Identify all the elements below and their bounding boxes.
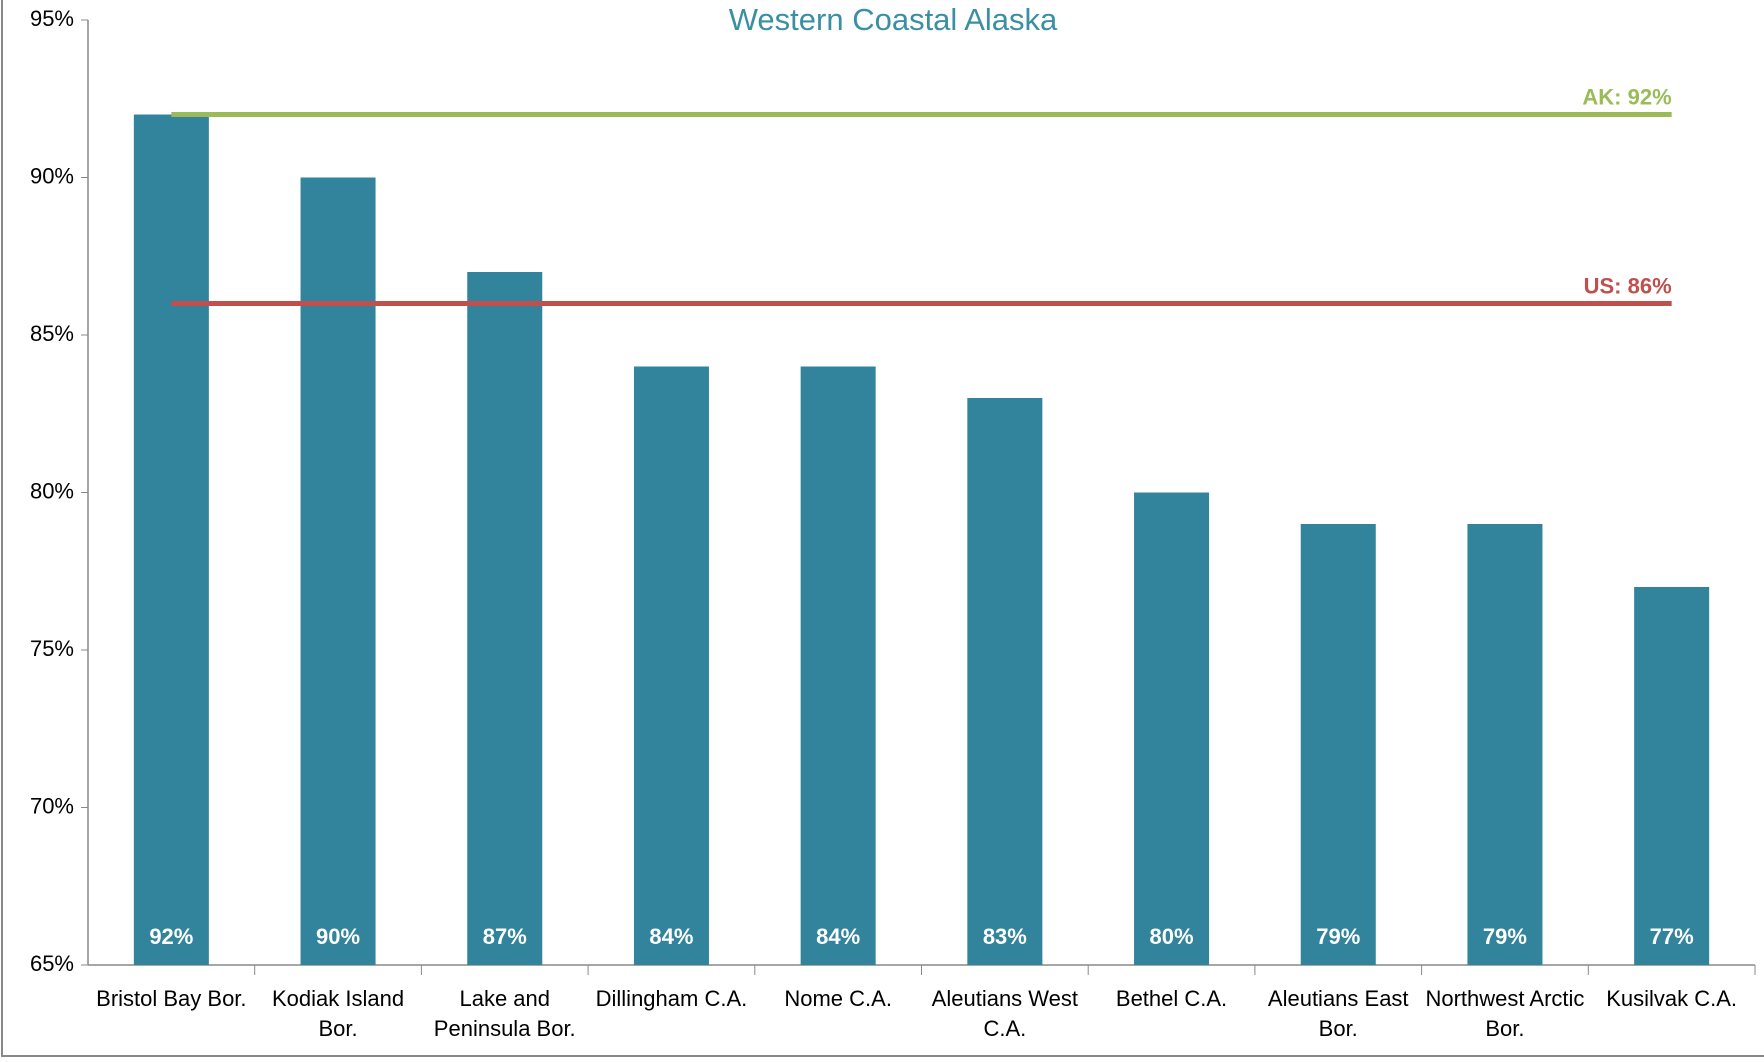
x-tick-label: Aleutians East Bor. bbox=[1267, 986, 1409, 1041]
bar bbox=[1134, 492, 1210, 965]
data-label: 90% bbox=[316, 924, 360, 949]
data-label: 84% bbox=[816, 924, 860, 949]
data-label: 80% bbox=[1150, 924, 1194, 949]
bar bbox=[467, 272, 543, 965]
bar bbox=[633, 366, 709, 965]
bar bbox=[300, 177, 376, 965]
bar bbox=[1634, 587, 1710, 965]
bar bbox=[1300, 524, 1376, 965]
data-label: 77% bbox=[1650, 924, 1694, 949]
y-tick-label: 80% bbox=[30, 478, 74, 503]
x-tick-label: Bristol Bay Bor. bbox=[96, 986, 247, 1011]
x-tick-label: Dillingham C.A. bbox=[595, 986, 748, 1011]
reference-label: AK: 92% bbox=[1582, 84, 1671, 109]
reference-label: US: 86% bbox=[1584, 273, 1672, 298]
data-label: 79% bbox=[1483, 924, 1527, 949]
y-tick-label: 70% bbox=[30, 793, 74, 818]
data-label: 79% bbox=[1316, 924, 1360, 949]
x-tick-label: Kusilvak C.A. bbox=[1606, 986, 1738, 1011]
data-label: 83% bbox=[983, 924, 1027, 949]
x-tick-label: Lake and Peninsula Bor. bbox=[433, 986, 576, 1041]
bar bbox=[1467, 524, 1543, 965]
x-tick-label: Northwest Arctic Bor. bbox=[1425, 986, 1585, 1041]
x-tick-label: Nome C.A. bbox=[784, 986, 892, 1011]
x-tick-label: Kodiak Island Bor. bbox=[271, 986, 405, 1041]
bar bbox=[133, 114, 209, 965]
data-label: 87% bbox=[483, 924, 527, 949]
x-tick-label: Bethel C.A. bbox=[1115, 986, 1228, 1011]
y-tick-label: 85% bbox=[30, 321, 74, 346]
bar bbox=[967, 398, 1043, 965]
y-tick-label: 65% bbox=[30, 951, 74, 976]
y-tick-label: 90% bbox=[30, 163, 74, 188]
chart-subtitle: Western Coastal Alaska bbox=[729, 2, 1058, 37]
y-tick-label: 75% bbox=[30, 636, 74, 661]
x-tick-label: Aleutians West C.A. bbox=[931, 986, 1079, 1041]
data-label: 84% bbox=[649, 924, 693, 949]
y-tick-label: 95% bbox=[30, 6, 74, 31]
data-label: 92% bbox=[149, 924, 193, 949]
bar bbox=[800, 366, 876, 965]
